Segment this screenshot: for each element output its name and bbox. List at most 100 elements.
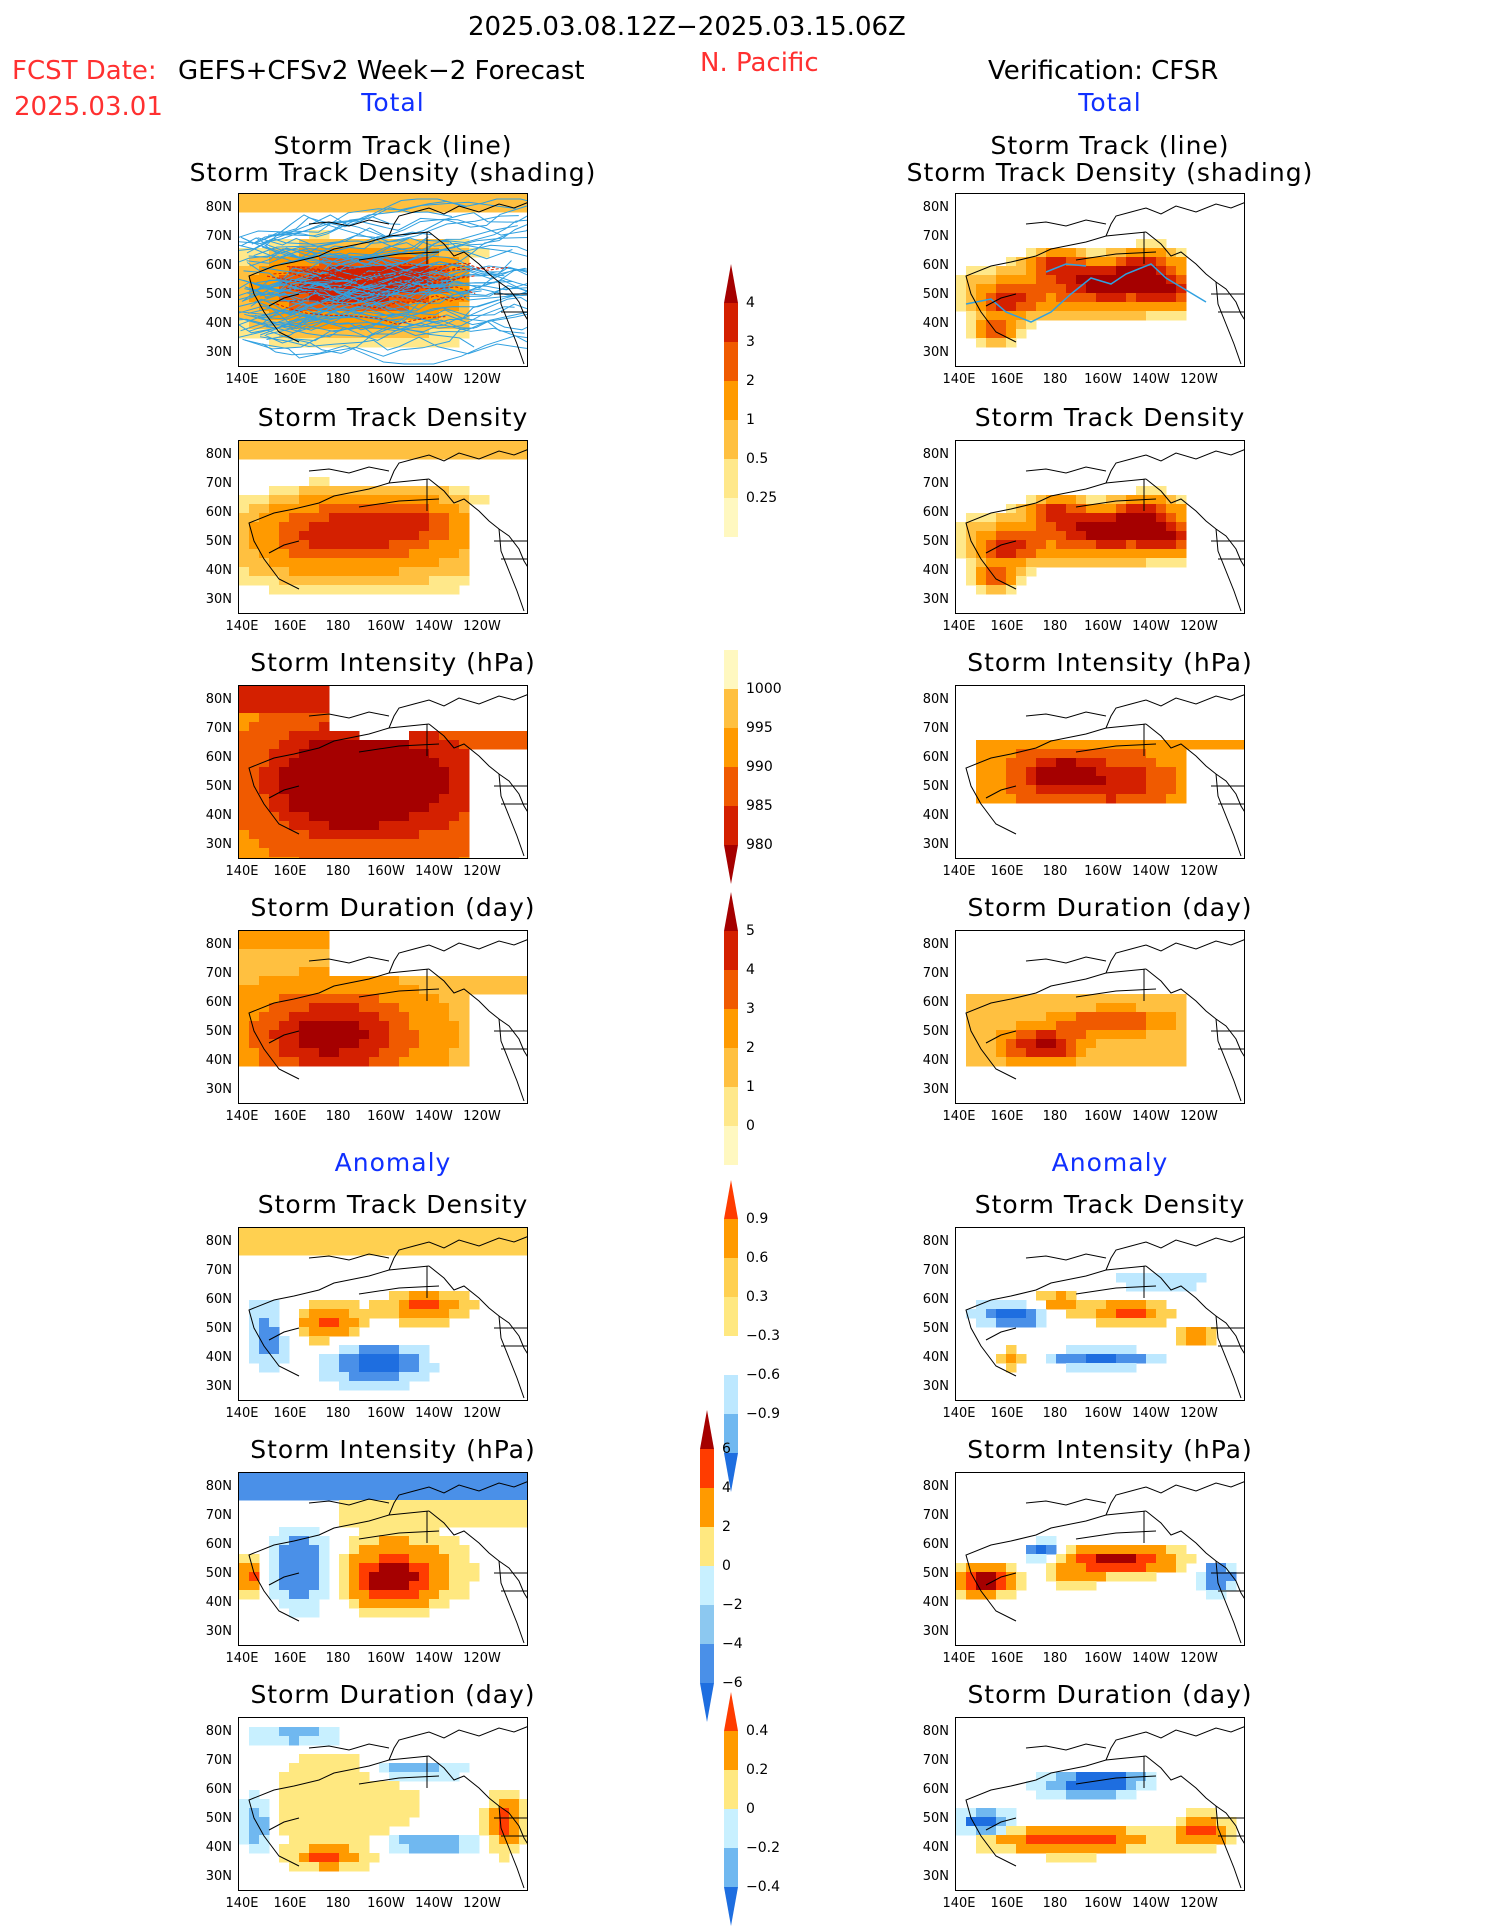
- lat-label: 60N: [205, 1292, 232, 1307]
- lon-label: 140W: [1132, 1651, 1170, 1666]
- lat-label: 50N: [205, 1321, 232, 1336]
- lon-label: 140W: [1132, 619, 1170, 634]
- lon-label: 160W: [1084, 1406, 1122, 1421]
- lon-label: 160E: [990, 1406, 1024, 1421]
- colorbar-label: 0.4: [746, 1723, 769, 1739]
- lon-label: 120W: [1180, 864, 1218, 879]
- verification-intensity-map: [955, 685, 1245, 859]
- lon-label: 140E: [225, 372, 259, 387]
- lon-label: 180: [1042, 619, 1068, 634]
- lat-label: 80N: [205, 1234, 232, 1249]
- verification-total-heading: Total: [1078, 88, 1142, 117]
- colorbar-label: 985: [746, 798, 773, 814]
- lon-label: 180: [325, 619, 351, 634]
- forecast-duration-anomaly-map: [238, 1717, 528, 1891]
- lat-label: 60N: [205, 505, 232, 520]
- lon-label: 120W: [463, 1109, 501, 1124]
- lon-label: 140E: [225, 619, 259, 634]
- lon-label: 180: [1042, 372, 1068, 387]
- lat-label: 30N: [205, 345, 232, 360]
- panel-title-density-anom: Storm Track Density: [974, 1190, 1246, 1219]
- colorbar-label: −0.2: [746, 1840, 780, 1856]
- lat-label: 60N: [922, 750, 949, 765]
- colorbar-label: 2: [722, 1519, 731, 1535]
- lat-label: 30N: [922, 837, 949, 852]
- lon-label: 160E: [273, 619, 307, 634]
- lat-label: 60N: [205, 1782, 232, 1797]
- lon-label: 140E: [225, 864, 259, 879]
- lat-label: 50N: [922, 1321, 949, 1336]
- forecast-duration-map: [238, 930, 528, 1104]
- lat-label: 80N: [205, 1479, 232, 1494]
- colorbar-label: −6: [722, 1675, 743, 1691]
- lat-label: 30N: [922, 592, 949, 607]
- lon-label: 160E: [990, 372, 1024, 387]
- lat-label: 30N: [205, 1624, 232, 1639]
- region-title: N. Pacific: [700, 48, 819, 78]
- lon-label: 160E: [273, 1406, 307, 1421]
- lon-label: 140E: [942, 619, 976, 634]
- lon-label: 120W: [463, 619, 501, 634]
- panel-title-duration-anom: Storm Duration (day): [967, 1680, 1253, 1709]
- lat-label: 60N: [205, 258, 232, 273]
- lat-label: 80N: [205, 692, 232, 707]
- lon-label: 140E: [942, 1406, 976, 1421]
- lat-label: 50N: [922, 1566, 949, 1581]
- lat-label: 40N: [922, 1840, 949, 1855]
- verification-anomaly-heading: Anomaly: [1051, 1148, 1169, 1177]
- lon-label: 140W: [1132, 1109, 1170, 1124]
- colorbar-label: 3: [746, 334, 755, 350]
- lon-label: 140W: [415, 1406, 453, 1421]
- colorbar-intensity-anom: [698, 1408, 716, 1728]
- lat-label: 60N: [205, 1537, 232, 1552]
- panel-title-track-line: Storm Track (line): [273, 131, 513, 160]
- lon-label: 180: [1042, 1109, 1068, 1124]
- lon-label: 160W: [367, 1406, 405, 1421]
- lat-label: 30N: [922, 1379, 949, 1394]
- colorbar-label: 0.2: [746, 1762, 769, 1778]
- panel-title-duration-anom: Storm Duration (day): [250, 1680, 536, 1709]
- forecast-density-map: [238, 440, 528, 614]
- colorbar-label: 0.9: [746, 1211, 769, 1227]
- lat-label: 70N: [205, 1263, 232, 1278]
- lon-label: 160E: [273, 864, 307, 879]
- colorbar-label: 1000: [746, 681, 782, 697]
- lon-label: 180: [325, 1651, 351, 1666]
- panel-title-intensity: Storm Intensity (hPa): [250, 648, 536, 677]
- lon-label: 180: [325, 1406, 351, 1421]
- colorbar-label: −4: [722, 1636, 743, 1652]
- lat-label: 30N: [922, 1082, 949, 1097]
- lat-label: 60N: [922, 995, 949, 1010]
- lat-label: 80N: [922, 692, 949, 707]
- colorbar-density-anom: [722, 1178, 740, 1498]
- colorbar-label: 0.25: [746, 490, 778, 506]
- lon-label: 140E: [942, 1651, 976, 1666]
- lat-label: 50N: [205, 1024, 232, 1039]
- lon-label: 160W: [1084, 619, 1122, 634]
- lat-label: 30N: [205, 592, 232, 607]
- panel-title-intensity-anom: Storm Intensity (hPa): [967, 1435, 1253, 1464]
- lat-label: 60N: [205, 995, 232, 1010]
- colorbar-label: 3: [746, 1001, 755, 1017]
- panel-title-intensity-anom: Storm Intensity (hPa): [250, 1435, 536, 1464]
- lat-label: 40N: [205, 1595, 232, 1610]
- lat-label: 40N: [922, 1053, 949, 1068]
- lon-label: 120W: [463, 1896, 501, 1911]
- lat-label: 30N: [205, 837, 232, 852]
- colorbar-label: 0: [722, 1558, 731, 1574]
- lon-label: 120W: [463, 864, 501, 879]
- verification-track-map: [955, 193, 1245, 367]
- lat-label: 40N: [922, 1595, 949, 1610]
- lon-label: 160E: [273, 372, 307, 387]
- fcst-model: GEFS+CFSv2 Week−2 Forecast: [178, 56, 585, 86]
- lat-label: 80N: [922, 937, 949, 952]
- lat-label: 60N: [922, 505, 949, 520]
- lon-label: 140W: [415, 864, 453, 879]
- colorbar-intensity: [722, 648, 740, 890]
- colorbar-label: 1: [746, 412, 755, 428]
- lat-label: 40N: [922, 1350, 949, 1365]
- lat-label: 30N: [922, 345, 949, 360]
- lon-label: 160W: [367, 1109, 405, 1124]
- panel-title-duration: Storm Duration (day): [967, 893, 1253, 922]
- lat-label: 40N: [205, 1350, 232, 1365]
